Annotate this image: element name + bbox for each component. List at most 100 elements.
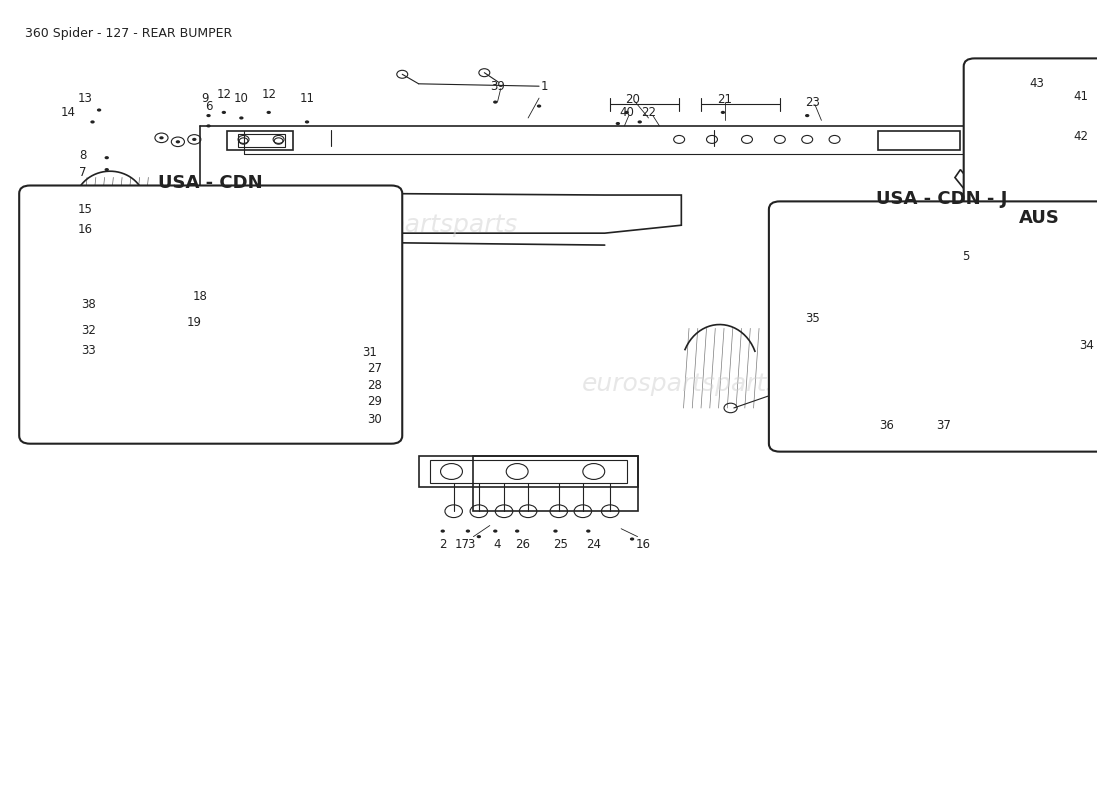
Text: 37: 37: [936, 419, 952, 432]
Text: eurospartsparts: eurospartsparts: [319, 214, 518, 238]
Text: 36: 36: [880, 419, 894, 432]
Circle shape: [840, 304, 847, 309]
Circle shape: [224, 315, 229, 318]
Circle shape: [1071, 350, 1076, 354]
Text: AUS: AUS: [1019, 209, 1059, 227]
Text: 12: 12: [217, 88, 231, 101]
Circle shape: [108, 326, 112, 329]
Circle shape: [351, 360, 355, 363]
Circle shape: [625, 111, 629, 114]
Text: 4: 4: [494, 538, 502, 551]
Circle shape: [537, 105, 541, 108]
Text: eurospartsparts: eurospartsparts: [582, 372, 781, 396]
Circle shape: [160, 136, 164, 139]
Circle shape: [97, 109, 101, 112]
Circle shape: [465, 530, 470, 533]
Text: 14: 14: [60, 106, 76, 119]
Text: 32: 32: [80, 323, 96, 337]
Text: 26: 26: [515, 538, 530, 551]
Circle shape: [192, 138, 197, 141]
Text: 42: 42: [1074, 130, 1088, 142]
Circle shape: [476, 535, 481, 538]
Circle shape: [805, 114, 810, 117]
Text: 5: 5: [962, 250, 969, 263]
Circle shape: [62, 274, 70, 280]
Circle shape: [349, 414, 353, 418]
Circle shape: [108, 344, 112, 347]
Circle shape: [104, 168, 109, 171]
Circle shape: [553, 530, 558, 533]
Text: USA - CDN: USA - CDN: [158, 174, 263, 192]
Text: 23: 23: [805, 95, 821, 109]
Text: 38: 38: [80, 298, 96, 311]
Text: 2: 2: [439, 538, 447, 551]
Polygon shape: [802, 241, 955, 348]
FancyBboxPatch shape: [769, 202, 1100, 452]
Text: USA - CDN - J: USA - CDN - J: [876, 190, 1008, 208]
Circle shape: [239, 116, 243, 119]
Circle shape: [222, 111, 226, 114]
Text: 10: 10: [234, 92, 249, 105]
Polygon shape: [282, 233, 375, 325]
Text: 3: 3: [468, 538, 475, 551]
Circle shape: [351, 378, 355, 382]
Text: 8: 8: [79, 149, 87, 162]
Text: 15: 15: [77, 203, 92, 216]
Circle shape: [630, 538, 635, 541]
Circle shape: [441, 530, 444, 533]
Text: 34: 34: [1079, 339, 1093, 353]
Circle shape: [865, 334, 871, 339]
Circle shape: [224, 291, 229, 294]
Text: 16: 16: [636, 538, 650, 551]
Circle shape: [1065, 138, 1069, 141]
Circle shape: [889, 416, 893, 419]
Circle shape: [586, 530, 591, 533]
Circle shape: [720, 111, 725, 114]
Text: 27: 27: [367, 362, 383, 374]
Text: 360 Spider - 127 - REAR BUMPER: 360 Spider - 127 - REAR BUMPER: [24, 26, 232, 40]
Text: 29: 29: [367, 395, 383, 408]
Circle shape: [896, 343, 903, 348]
Circle shape: [493, 530, 497, 533]
Polygon shape: [74, 269, 173, 301]
Circle shape: [1031, 70, 1037, 75]
Text: 16: 16: [77, 222, 92, 236]
Circle shape: [90, 120, 95, 123]
Text: 22: 22: [641, 106, 656, 119]
Text: 31: 31: [362, 346, 377, 359]
Text: 40: 40: [619, 106, 634, 119]
Polygon shape: [966, 226, 1087, 344]
Text: 43: 43: [1030, 78, 1045, 90]
Circle shape: [493, 101, 497, 104]
Text: 24: 24: [586, 538, 602, 551]
Text: 1: 1: [541, 80, 548, 93]
Circle shape: [305, 120, 309, 123]
Text: 9: 9: [201, 92, 209, 105]
Polygon shape: [145, 233, 342, 321]
Text: 6: 6: [205, 99, 212, 113]
Circle shape: [1041, 95, 1045, 98]
Text: 33: 33: [80, 344, 96, 358]
Circle shape: [176, 140, 180, 143]
FancyBboxPatch shape: [19, 186, 403, 444]
Circle shape: [104, 156, 109, 159]
Circle shape: [207, 124, 211, 127]
Text: 30: 30: [367, 414, 383, 426]
Circle shape: [616, 122, 620, 125]
Text: 20: 20: [625, 93, 639, 106]
Circle shape: [351, 394, 355, 398]
Circle shape: [163, 326, 172, 332]
Circle shape: [116, 204, 120, 207]
Polygon shape: [63, 313, 232, 348]
Circle shape: [108, 302, 112, 305]
Circle shape: [939, 414, 944, 418]
Text: 18: 18: [192, 290, 207, 303]
Circle shape: [638, 120, 642, 123]
Text: 13: 13: [77, 92, 92, 105]
Circle shape: [515, 530, 519, 533]
FancyBboxPatch shape: [964, 58, 1100, 233]
Circle shape: [266, 111, 271, 114]
Circle shape: [116, 226, 120, 229]
Circle shape: [345, 346, 350, 350]
Polygon shape: [112, 257, 206, 285]
